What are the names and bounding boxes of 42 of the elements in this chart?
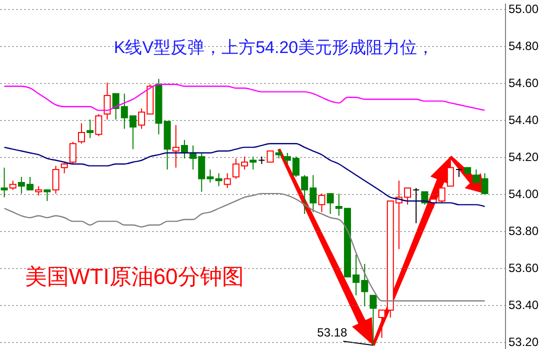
candlestick (275, 148, 282, 159)
candlestick (421, 191, 428, 206)
line-series (4, 192, 486, 302)
annotation: 美国WTI原油60分钟图 (25, 264, 244, 289)
y-tick-label: 54.00 (508, 187, 539, 202)
candlestick (86, 119, 94, 139)
candlestick (180, 139, 188, 159)
y-tick-label: 54.20 (508, 150, 539, 164)
candlestick (215, 172, 222, 187)
candlestick (370, 294, 377, 346)
candlestick (326, 193, 334, 214)
candlestick (95, 114, 102, 137)
candlestick (412, 188, 420, 224)
y-tick-label: 53.20 (508, 335, 539, 349)
candlestick (104, 82, 111, 120)
y-tick-label: 53.40 (508, 298, 539, 312)
y-tick-label: 53.60 (508, 261, 539, 276)
candlestick (456, 169, 463, 178)
y-tick-label: 53.80 (508, 224, 539, 238)
candlestick (172, 124, 180, 168)
candlestick (9, 180, 16, 190)
y-tick-label: 54.60 (508, 76, 539, 90)
candlestick (250, 156, 257, 170)
candlestick (78, 122, 86, 144)
annotation: 53.18 (317, 325, 348, 340)
candlestick (44, 189, 51, 202)
candlestick (446, 156, 454, 187)
candlestick (69, 141, 76, 164)
y-tick-label: 55.00 (508, 2, 539, 16)
candlestick (0, 167, 8, 198)
candlestick (224, 172, 231, 189)
annotation: K线V型反弹，上方54.20美元形成阻力位， (114, 38, 434, 57)
y-tick-label: 54.80 (508, 39, 539, 54)
y-tick-label: 54.40 (508, 113, 539, 128)
candlestick (52, 165, 60, 194)
candlestick (472, 169, 480, 183)
candlestick (60, 162, 68, 174)
candlestick (35, 186, 42, 196)
candlestick (318, 193, 326, 213)
candlestick (481, 172, 488, 194)
line-series (4, 143, 486, 208)
candlestick (266, 150, 274, 163)
